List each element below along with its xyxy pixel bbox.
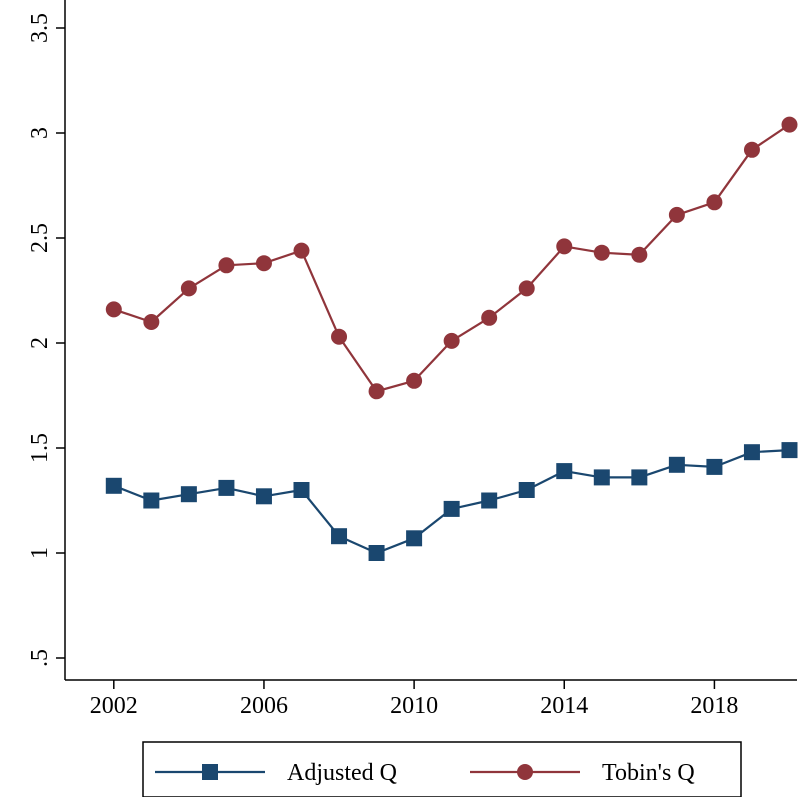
data-point	[631, 469, 648, 486]
data-point	[406, 530, 423, 547]
x-tick-label: 2014	[540, 693, 588, 719]
data-point	[180, 280, 197, 297]
data-point	[518, 280, 535, 297]
data-point	[743, 141, 760, 158]
x-tick-label: 2006	[240, 693, 288, 719]
y-tick-label: 3.5	[27, 13, 53, 43]
y-tick-label: 2	[27, 337, 53, 349]
data-point	[481, 309, 498, 326]
data-point	[368, 383, 385, 400]
data-point	[143, 314, 160, 330]
data-point	[593, 469, 610, 486]
x-tick-label: 2010	[390, 693, 438, 719]
legend-box	[142, 741, 742, 797]
axes: .5 1 1.5 2 2.5 3 3.5 2002 2006 2010 2014 2018	[27, 0, 797, 719]
series-line	[113, 123, 791, 393]
legend-marker	[517, 764, 533, 780]
data-point	[556, 238, 573, 255]
data-point	[518, 482, 535, 498]
data-point	[556, 463, 573, 480]
data-point	[331, 328, 348, 345]
legend: Adjusted Q Tobin's Q	[142, 741, 742, 797]
x-tick-label: 2002	[90, 693, 138, 719]
y-tick-label: 2.5	[27, 223, 53, 253]
data-point	[781, 442, 798, 459]
data-point	[481, 492, 498, 509]
data-point	[255, 488, 272, 505]
legend-label: Tobin's Q	[602, 760, 695, 786]
data-point	[593, 244, 610, 261]
x-tick-label: 2018	[690, 693, 738, 719]
data-point	[218, 479, 235, 496]
legend-label: Adjusted Q	[287, 760, 397, 786]
legend-marker	[202, 764, 218, 780]
data-point	[668, 206, 685, 223]
data-point	[443, 500, 460, 517]
data-point	[406, 372, 423, 389]
y-tick-label: 1.5	[27, 433, 53, 463]
y-tick-label: 1	[27, 547, 53, 559]
data-point	[293, 482, 310, 498]
data-point	[180, 486, 197, 503]
data-point	[105, 477, 122, 494]
data-point	[143, 492, 160, 509]
data-point	[668, 456, 685, 473]
data-point	[706, 194, 723, 211]
data-point	[781, 116, 798, 133]
data-point	[255, 255, 272, 272]
data-point	[631, 246, 648, 263]
data-point	[293, 242, 310, 259]
data-point	[443, 332, 460, 349]
data-point	[706, 458, 723, 475]
data-point	[218, 257, 235, 274]
data-point	[743, 444, 760, 461]
y-tick-label: 3	[27, 127, 53, 139]
series-layer	[105, 116, 798, 561]
data-point	[368, 545, 385, 561]
data-point	[331, 528, 348, 545]
y-tick-label: .5	[27, 649, 53, 667]
series-2	[105, 116, 798, 400]
series-1	[105, 442, 798, 561]
data-point	[105, 301, 122, 318]
